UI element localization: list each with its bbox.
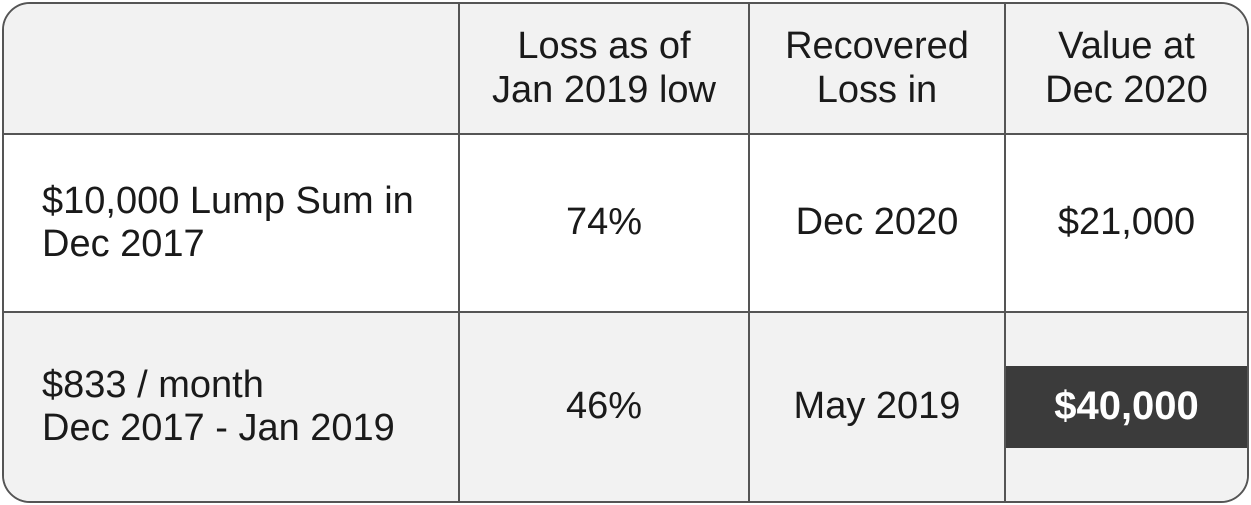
header-recovered: Recovered Loss in bbox=[750, 4, 1006, 135]
cell-value-monthly: $40,000 bbox=[1006, 313, 1247, 501]
highlighted-value: $40,000 bbox=[1006, 366, 1247, 448]
cell-loss-lump-sum: 74% bbox=[460, 135, 750, 313]
cell-loss-monthly: 46% bbox=[460, 313, 750, 501]
row-label-lump-sum: $10,000 Lump Sum in Dec 2017 bbox=[4, 135, 460, 313]
header-loss: Loss as of Jan 2019 low bbox=[460, 4, 750, 135]
header-value: Value at Dec 2020 bbox=[1006, 4, 1247, 135]
cell-band-bottom bbox=[1006, 448, 1247, 501]
row-label-monthly: $833 / month Dec 2017 - Jan 2019 bbox=[4, 313, 460, 501]
cell-recovered-monthly: May 2019 bbox=[750, 313, 1006, 501]
table-grid: Loss as of Jan 2019 low Recovered Loss i… bbox=[4, 4, 1247, 501]
cell-value-lump-sum: $21,000 bbox=[1006, 135, 1247, 313]
header-empty-cell bbox=[4, 4, 460, 135]
cell-band-top bbox=[1006, 313, 1247, 366]
cell-recovered-lump-sum: Dec 2020 bbox=[750, 135, 1006, 313]
